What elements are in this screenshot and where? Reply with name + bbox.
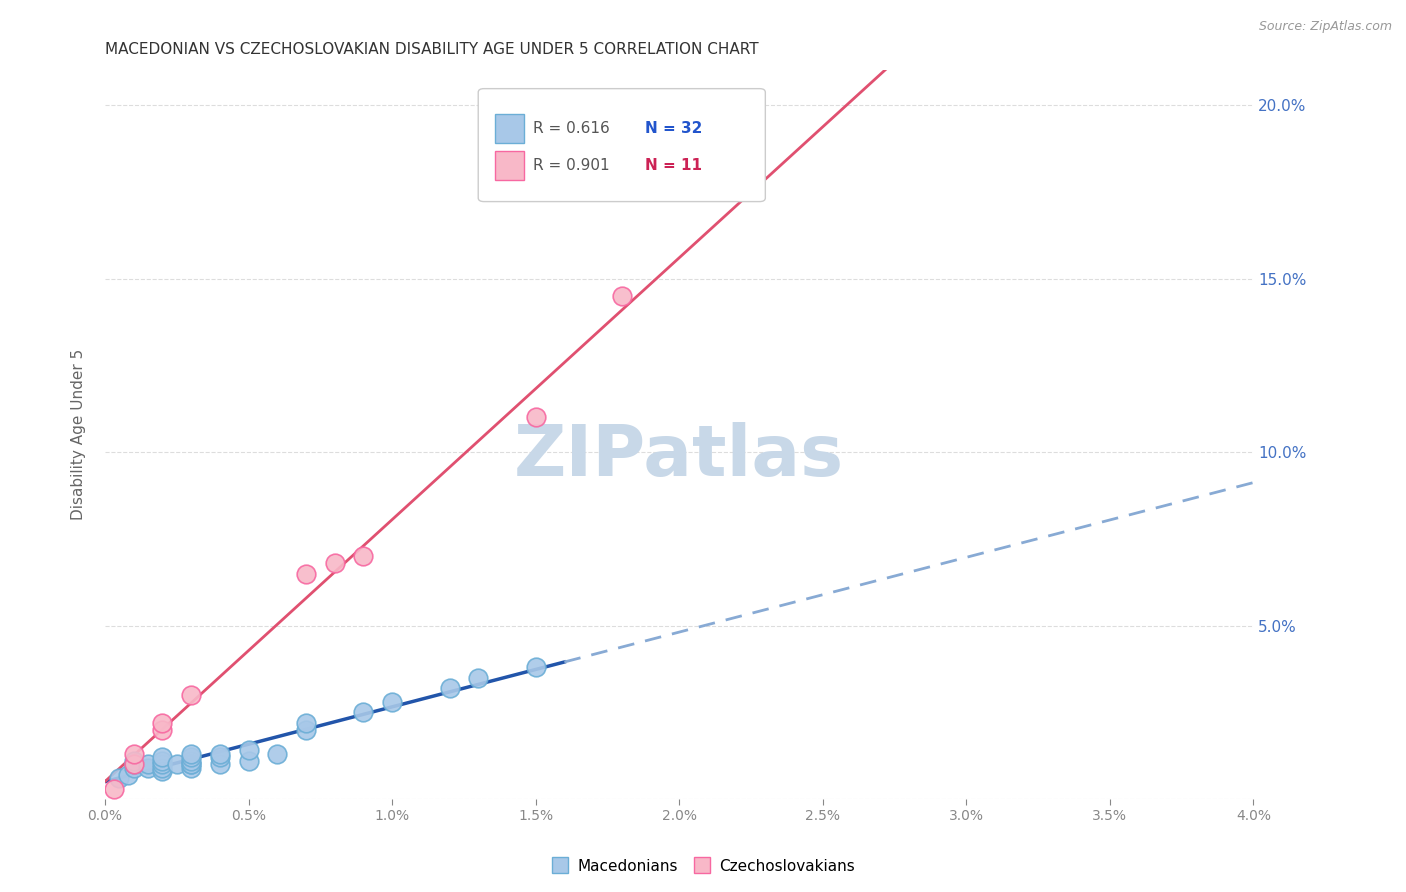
Point: [117, 768, 139, 782]
Point: [180, 747, 202, 761]
Point: [180, 688, 202, 702]
Point: [122, 757, 145, 772]
Point: [152, 754, 174, 768]
Point: [266, 747, 288, 761]
Point: [152, 715, 174, 730]
Point: [524, 660, 547, 674]
Point: [180, 757, 202, 772]
Point: [208, 757, 231, 772]
Y-axis label: Disability Age Under 5: Disability Age Under 5: [72, 349, 86, 520]
Point: [238, 754, 260, 768]
Point: [152, 757, 174, 772]
Point: [208, 750, 231, 764]
Point: [180, 761, 202, 775]
Point: [467, 671, 489, 685]
Text: Source: ZipAtlas.com: Source: ZipAtlas.com: [1258, 20, 1392, 33]
FancyBboxPatch shape: [495, 114, 524, 144]
Text: N = 32: N = 32: [645, 121, 702, 136]
Point: [439, 681, 461, 695]
Point: [136, 761, 159, 775]
Text: R = 0.901: R = 0.901: [533, 158, 610, 173]
Point: [524, 410, 547, 425]
Point: [238, 743, 260, 757]
Text: R = 0.616: R = 0.616: [533, 121, 610, 136]
Point: [166, 757, 188, 772]
Point: [180, 754, 202, 768]
Point: [352, 706, 374, 720]
Point: [122, 757, 145, 772]
Point: [295, 715, 318, 730]
Point: [295, 723, 318, 737]
Point: [180, 757, 202, 772]
FancyBboxPatch shape: [495, 151, 524, 179]
Point: [108, 771, 131, 785]
Point: [381, 695, 404, 709]
Legend: Macedonians, Czechoslovakians: Macedonians, Czechoslovakians: [546, 853, 860, 880]
Point: [152, 764, 174, 779]
Point: [180, 750, 202, 764]
Point: [122, 761, 145, 775]
Point: [610, 289, 633, 303]
Point: [122, 747, 145, 761]
Point: [122, 754, 145, 768]
Point: [103, 781, 125, 796]
Point: [295, 566, 318, 581]
Text: ZIPatlas: ZIPatlas: [515, 422, 844, 491]
FancyBboxPatch shape: [478, 88, 765, 202]
Text: N = 11: N = 11: [645, 158, 702, 173]
Point: [136, 757, 159, 772]
Point: [352, 549, 374, 564]
Point: [152, 723, 174, 737]
Point: [152, 750, 174, 764]
Point: [208, 747, 231, 761]
Point: [323, 556, 346, 570]
Text: MACEDONIAN VS CZECHOSLOVAKIAN DISABILITY AGE UNDER 5 CORRELATION CHART: MACEDONIAN VS CZECHOSLOVAKIAN DISABILITY…: [105, 42, 759, 57]
Point: [152, 761, 174, 775]
